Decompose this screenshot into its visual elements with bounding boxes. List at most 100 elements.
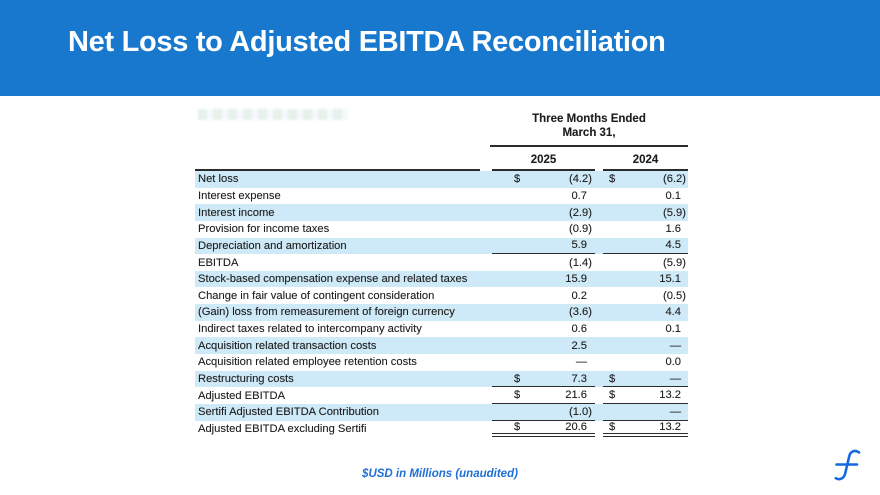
table-row: Acquisition related employee retention c… — [195, 354, 688, 371]
amount: 0.2 — [571, 289, 587, 302]
amount: (0.9) — [568, 223, 592, 236]
table-row: Net loss $ (4.2) $ (6.2) — [195, 171, 688, 188]
amount: 0.7 — [571, 189, 587, 202]
row-label: Acquisition related employee retention c… — [198, 356, 417, 369]
flywire-f-logo-icon — [834, 449, 861, 481]
label-column-rule — [195, 153, 480, 171]
row-label: Acquisition related transaction costs — [198, 339, 377, 352]
table-row: Change in fair value of contingent consi… — [195, 287, 688, 304]
amount: 15.9 — [565, 273, 587, 286]
page-title: Net Loss to Adjusted EBITDA Reconciliati… — [68, 26, 666, 58]
value-2024: $13.2 — [603, 421, 688, 438]
amount: 2.5 — [571, 339, 587, 352]
row-label: Sertifi Adjusted EBITDA Contribution — [198, 406, 379, 419]
amount: 1.6 — [665, 223, 681, 236]
amount: (5.9) — [662, 206, 686, 219]
table-row: Sertifi Adjusted EBITDA Contribution (1.0… — [195, 403, 688, 421]
period-header-line1: Three Months Ended — [532, 113, 646, 125]
amount: (1.0) — [568, 405, 592, 418]
currency-symbol: $ — [609, 420, 616, 433]
amount: (3.6) — [568, 306, 592, 319]
value-2024: $13.2 — [603, 387, 688, 404]
table-row: Indirect taxes related to intercompany a… — [195, 321, 688, 338]
currency-symbol: $ — [609, 173, 616, 186]
currency-symbol: $ — [514, 389, 521, 402]
value-2024: $ (6.2) — [603, 171, 688, 188]
amount: (6.2) — [662, 173, 686, 186]
value-2025: $21.6 — [492, 387, 595, 404]
amount: 4.4 — [665, 306, 681, 319]
value-2024: (0.5) — [603, 287, 688, 304]
value-2024: (5.9) — [603, 254, 688, 271]
row-label: Provision for income taxes — [198, 223, 330, 236]
amount: — — [669, 339, 681, 352]
row-label: Adjusted EBITDA excluding Sertifi — [198, 422, 367, 435]
row-label: Adjusted EBITDA — [198, 389, 286, 402]
amount: 0.0 — [665, 356, 681, 369]
amount: 13.2 — [659, 389, 681, 402]
amount: (4.2) — [568, 173, 592, 186]
table-row: Depreciation and amortization 5.9 4.5 — [195, 237, 688, 255]
value-2025: (1.0) — [492, 404, 595, 421]
title-banner: Net Loss to Adjusted EBITDA Reconciliati… — [0, 0, 880, 96]
footnote: $USD in Millions (unaudited) — [362, 468, 518, 480]
column-header-2024: 2024 — [603, 154, 688, 171]
amount: (1.4) — [568, 256, 592, 269]
row-label: Depreciation and amortization — [198, 239, 347, 252]
row-label: EBITDA — [198, 256, 239, 269]
row-label: Interest expense — [198, 189, 281, 202]
amount: (2.9) — [568, 206, 592, 219]
period-header: Three Months Ended March 31, — [490, 112, 688, 147]
faint-watermark — [198, 109, 348, 120]
amount: 7.3 — [571, 372, 587, 385]
value-2025: (1.4) — [492, 254, 595, 271]
value-2025: 2.5 — [492, 337, 595, 354]
table-row: (Gain) loss from remeasurement of foreig… — [195, 304, 688, 321]
row-label: Interest income — [198, 206, 275, 219]
row-label: Restructuring costs — [198, 373, 294, 385]
amount: (5.9) — [662, 256, 686, 269]
value-2025: (3.6) — [492, 304, 595, 321]
value-2025: $20.6 — [492, 421, 595, 438]
table-row: Adjusted EBITDA excluding Sertifi $20.6 $1… — [195, 421, 688, 438]
currency-symbol: $ — [514, 173, 521, 186]
currency-symbol: $ — [514, 420, 521, 433]
value-2024: $ — — [603, 371, 688, 388]
value-2025: — — [492, 354, 595, 371]
table-row: EBITDA (1.4) (5.9) — [195, 254, 688, 271]
value-2024: 0.1 — [603, 188, 688, 205]
value-2025: (0.9) — [492, 221, 595, 238]
row-label: Net loss — [198, 173, 239, 186]
reconciliation-table: Three Months Ended March 31, 2025 2024 N… — [195, 100, 688, 438]
amount: (0.5) — [662, 289, 686, 302]
value-2025: 0.2 — [492, 287, 595, 304]
table-row: Provision for income taxes (0.9) 1.6 — [195, 221, 688, 238]
value-2025: 5.9 — [492, 238, 595, 255]
year-columns: 2025 2024 — [195, 153, 688, 171]
value-2024: 1.6 — [603, 221, 688, 238]
value-2025: 15.9 — [492, 271, 595, 288]
table-row: Acquisition related transaction costs 2.5… — [195, 337, 688, 355]
value-2024: 15.1 — [603, 271, 688, 288]
amount: 5.9 — [571, 239, 587, 252]
amount: 4.5 — [665, 239, 681, 252]
value-2024: 0.0 — [603, 354, 688, 371]
table-row: Interest expense 0.7 0.1 — [195, 188, 688, 205]
amount: 21.6 — [565, 389, 587, 402]
value-2025: (2.9) — [492, 204, 595, 221]
column-header-2025: 2025 — [492, 154, 595, 171]
table-row: Restructuring costs $7.3 $ — — [195, 370, 688, 388]
amount: 0.6 — [571, 323, 587, 336]
value-2025: 0.6 — [492, 321, 595, 338]
amount: 20.6 — [565, 420, 587, 433]
value-2025: $7.3 — [492, 371, 595, 388]
period-header-line2: March 31, — [562, 127, 616, 139]
table-body: Net loss $ (4.2) $ (6.2) Interest expense 0.7 0… — [195, 171, 688, 438]
amount: — — [575, 356, 587, 369]
amount: — — [669, 372, 681, 385]
table-row: Interest income (2.9) (5.9) — [195, 204, 688, 221]
table-row: Stock-based compensation expense and rel… — [195, 270, 688, 288]
value-2024: 4.4 — [603, 304, 688, 321]
amount: 0.1 — [665, 189, 681, 202]
